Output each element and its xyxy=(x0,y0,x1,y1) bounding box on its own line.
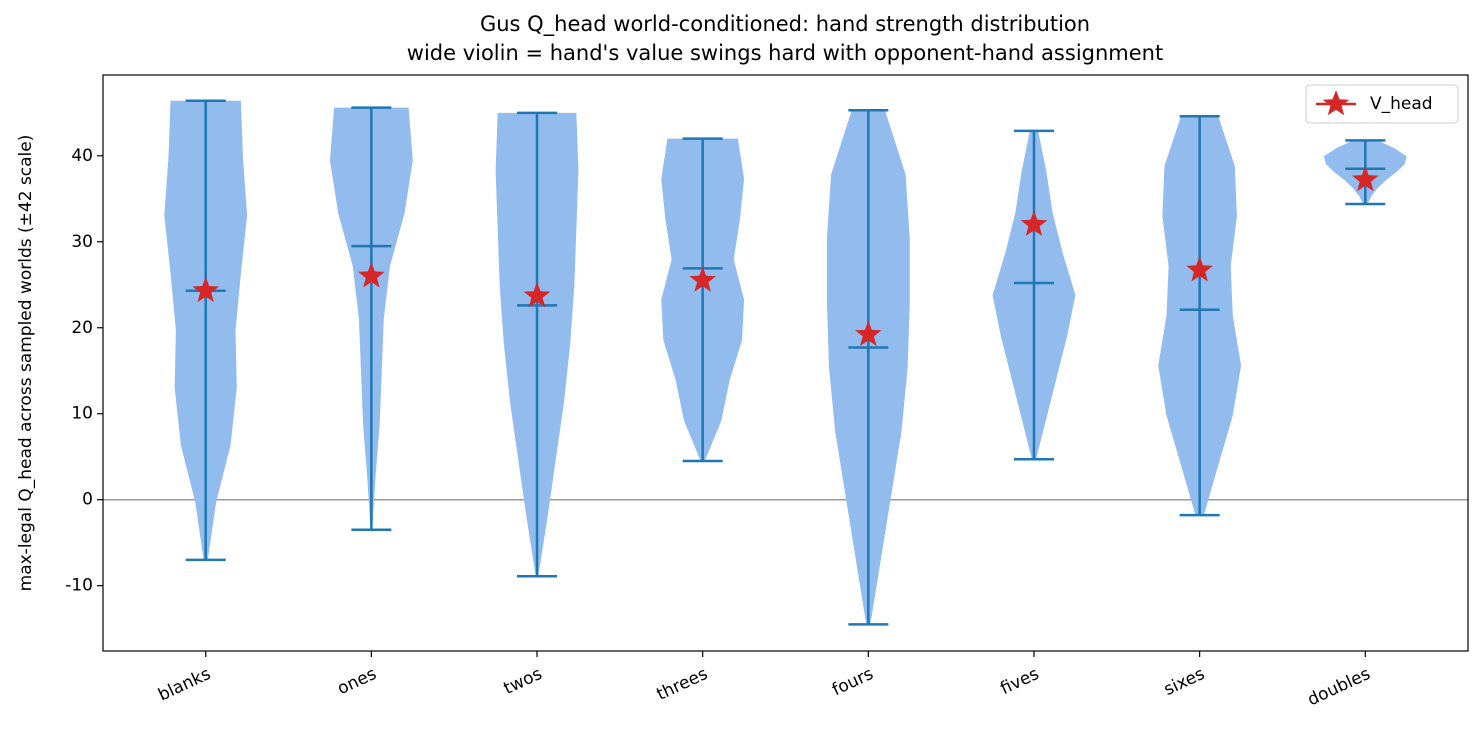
y-tick-label: 10 xyxy=(71,404,93,424)
y-tick-label: 20 xyxy=(71,318,93,338)
v-head-star xyxy=(689,266,716,292)
x-tick-label: ones xyxy=(334,664,379,699)
legend: V_head xyxy=(1305,84,1459,124)
chart-title: Gus Q_head world-conditioned: hand stren… xyxy=(480,12,1090,37)
x-tick-label: doubles xyxy=(1305,664,1374,710)
chart-subtitle: wide violin = hand's value swings hard w… xyxy=(407,41,1163,65)
v-head-star xyxy=(192,276,219,303)
v-head-star xyxy=(855,320,882,346)
x-tick-label: twos xyxy=(501,664,546,699)
x-tick-label: fives xyxy=(997,664,1042,699)
v-head-star xyxy=(358,262,385,288)
y-tick-label: 0 xyxy=(82,490,93,510)
v-head-star xyxy=(1020,210,1048,236)
x-tick-label: threes xyxy=(654,664,711,705)
legend-label: V_head xyxy=(1370,94,1433,114)
y-tick-label: -10 xyxy=(65,576,93,596)
plot-frame xyxy=(102,74,1469,652)
x-tick-label: fours xyxy=(829,664,877,700)
legend-box xyxy=(1305,84,1459,124)
y-axis-label: max-legal Q_head across sampled worlds (… xyxy=(16,135,36,592)
legend-star xyxy=(1322,90,1350,116)
x-tick-label: blanks xyxy=(155,664,214,706)
v-head-star xyxy=(1352,165,1379,192)
y-tick-label: 40 xyxy=(71,146,93,166)
y-tick-label: 30 xyxy=(71,232,93,252)
v-head-star xyxy=(1186,256,1213,282)
v-head-star xyxy=(523,281,551,308)
x-tick-label: sixes xyxy=(1161,664,1208,700)
